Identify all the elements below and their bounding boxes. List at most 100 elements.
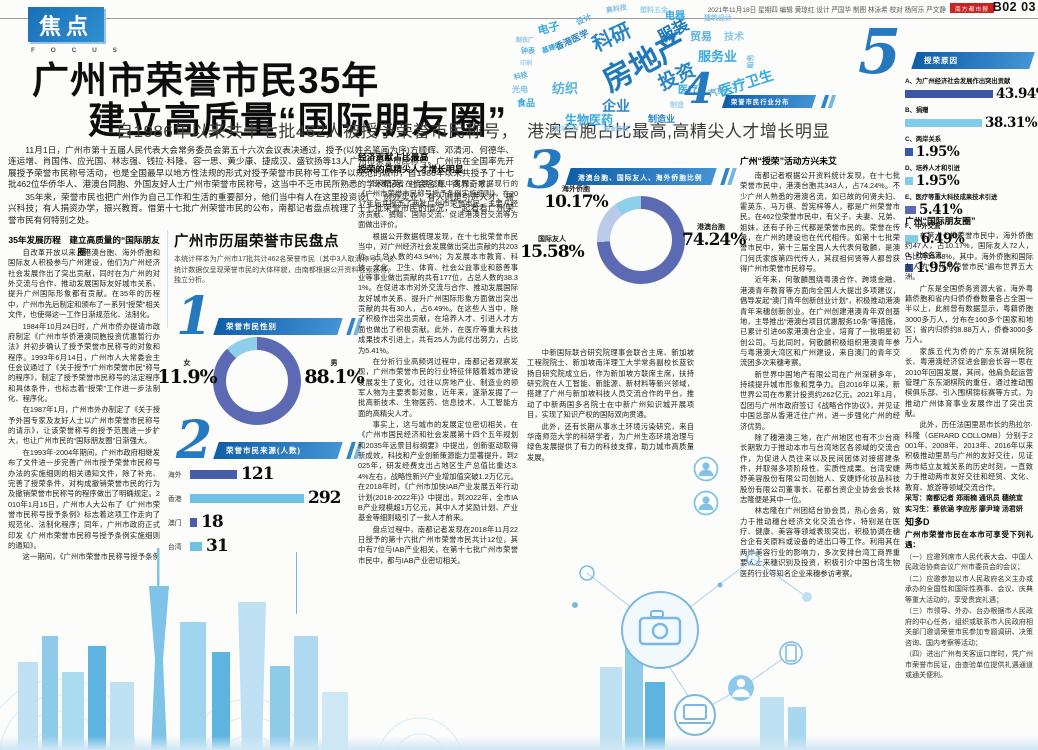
reason-label: B、捐赠 <box>905 107 929 114</box>
paragraph: 南都记者在梳理过程中发现，根据现行的《广州市荣誉市民称号授予条例实施细则》，在2… <box>358 178 518 230</box>
wordcloud-term: 电器 <box>665 11 685 22</box>
bar-label: 澳门 <box>168 520 182 527</box>
paragraph: 新世界中国地产有限公司在广州深耕多年，持续提升城市形象和竞争力。自2016年以来… <box>740 369 900 431</box>
wordcloud-term: 制造业 <box>648 114 676 124</box>
infographic-2-title: 荣誉市民来源(人数) <box>226 446 301 455</box>
reason-bar <box>905 264 913 272</box>
gender-stat-male: 男 88.1% <box>298 360 370 387</box>
node-circle <box>579 565 595 581</box>
reason-value: 1.95% <box>916 144 960 160</box>
wordcloud-term: 钟表 <box>521 48 535 55</box>
ratio-overseas-label: 海外侨胞 <box>562 186 590 193</box>
wordcloud-term: 服务业 <box>698 49 738 64</box>
bar-row: 香港 292 <box>168 486 378 510</box>
reason-value: 6.49% <box>921 231 965 247</box>
section-logo: 焦点 <box>28 7 104 42</box>
wordcloud-term: 制造 <box>670 102 684 109</box>
gender-donut-chart <box>213 337 301 425</box>
headline-line1: 广州市荣誉市民35年 <box>32 60 380 101</box>
reason-bar <box>905 148 913 156</box>
reason-bar <box>905 206 916 214</box>
skyline-illustration <box>0 548 462 750</box>
ratio-stat-overseas: 海外侨胞 10.17% <box>540 186 612 211</box>
infographic-1-banner: 荣誉市民性别 <box>213 318 343 335</box>
gender-stat-female: 女 11.9% <box>156 360 218 387</box>
zhiduo-title: 知多D <box>905 516 930 527</box>
wordcloud-term: 科研 <box>589 19 635 57</box>
reason-label: F、中外交流 <box>905 223 941 230</box>
paragraph: （三）市领导、外办、台办根据市人民政府的中心任务，组织或联系市人民政府相关部门邀… <box>905 607 1033 647</box>
paragraph: 林志隆在广州团结台协会员，热心会务，致力于推动穗台经济文化交流合作，特别是在医疗… <box>740 506 900 578</box>
reason-value: 43.94% <box>996 86 1038 102</box>
ratio-donut-chart <box>597 196 685 284</box>
person-icon <box>728 675 754 701</box>
camera-icon <box>621 591 699 669</box>
summary-panel: 广州市历届荣誉市民盘点 本统计样本为广州市17批共计462名荣誉市民（其中3人取… <box>167 230 394 328</box>
bar <box>190 493 304 503</box>
infographic-3-banner: 港澳台胞、国际友人、海外侨胞比例 <box>565 168 717 185</box>
zhiduo-heading: 广州市荣誉市民在本市可享受下列礼遇： <box>905 529 1033 550</box>
ratio-hmt-label: 港澳台胞 <box>697 224 725 231</box>
infographic-4-banner: 荣誉市民行业分布 <box>721 95 817 108</box>
gender-female-label: 女 <box>183 360 191 367</box>
bar <box>190 517 197 527</box>
page-number: B02 03 <box>992 0 1036 14</box>
ratio-overseas-value: 10.17% <box>544 192 608 213</box>
infographic-4-number: 4 <box>684 64 714 113</box>
city-buildings <box>18 548 348 750</box>
infographic-2-number: 2 <box>176 410 213 471</box>
wordcloud-term: 塑料五金 <box>640 7 668 14</box>
wordcloud-term: 高科技 <box>605 4 628 15</box>
bar-row: 台湾 31 <box>168 534 378 558</box>
bar-value: 121 <box>241 464 274 484</box>
node-dot <box>572 602 578 608</box>
wordcloud-term: 印刷 <box>520 61 533 67</box>
reason-item: C、两岸关系 1.95% <box>905 134 1035 160</box>
gender-female-value: 11.9% <box>157 366 217 389</box>
reason-label: E、医疗等重大科技成果技术引进 <box>905 194 998 201</box>
infographic-4-title: 荣誉市民行业分布 <box>731 99 790 106</box>
bar-label: 香港 <box>168 496 182 503</box>
bar-label: 台湾 <box>168 544 182 551</box>
col3-text: 经济贡献占比最高 授荣的高精尖人才增长明显 南都记者在梳理过程中发现，根据现行的《… <box>358 152 518 744</box>
reason-label: A、为广州经济社会发展作出突出贡献 <box>905 78 1011 85</box>
origin-bar-chart: 海外 121 香港 292 澳门 18 台湾 31 <box>168 462 378 558</box>
person-icon <box>693 456 719 482</box>
bottom-band <box>0 736 1038 750</box>
intro-paragraphs: 11月1日，广州市第十五届人民代表大会常务委员会第五十六次会议表决通过，授予(以… <box>8 145 514 231</box>
paragraph: 35年来，荣誉市民也把广州作为自己工作和生活的重要部分，他们当中有人在这里投资设… <box>8 191 514 225</box>
wordcloud-term: 电子 <box>536 20 562 38</box>
paragraph: 盘点过程中，南都记者发现在2018年11月22日授予的第十六批广州市荣誉市民共计… <box>358 524 518 565</box>
col1-subhead: 35年发展历程 建立高质量的“国际朋友圈” <box>8 235 160 257</box>
reason-item: E、医疗等重大科技成果技术引进 5.41% <box>905 192 1035 218</box>
wordcloud-term: 海洋工程 <box>554 127 579 133</box>
wordcloud-term: 纺织 <box>552 81 579 96</box>
bar-label: 海外 <box>168 472 182 479</box>
infographic-1-number: 1 <box>176 286 213 347</box>
reason-bar <box>905 119 982 127</box>
paragraph: （二）应邀参加以市人民政府名义主办或承办的全国性和国际性赛事、会议、庆典等重大活… <box>905 574 1033 604</box>
bar-value: 292 <box>308 488 341 508</box>
section-logo-text: 焦点 <box>38 13 93 39</box>
wordcloud-term: 船务 <box>747 54 755 69</box>
wordcloud-term: 制衣厂 <box>516 38 535 44</box>
paragraph: 中新国际联合研究院理事会联合主席、新加坡工程院院士、新加坡南洋理工大学常务副校长… <box>527 348 694 420</box>
ratio-stat-foreign: 国际友人 15.58% <box>516 236 588 261</box>
infographic-5-title: 授荣原因 <box>924 56 958 65</box>
col6-paragraphs: 在第十七批荣誉市民中，海外侨胞约47人，占10.17%，国际友人72人，占比为1… <box>905 231 1033 493</box>
wordcloud-term: 生物医药 <box>565 113 614 127</box>
reason-value: 1.95% <box>916 260 960 276</box>
paragraph: 在第十七批荣誉市民中，海外侨胞约47人，占10.17%，国际友人72人，占比为1… <box>905 230 1033 282</box>
bar-row: 澳门 18 <box>168 510 378 534</box>
paragraph: 1984年10月24日时，广州市侨办提请市政府制定《广州市华侨港澳同胞投资优惠暂… <box>8 321 160 404</box>
reason-value: 38.31% <box>985 115 1038 131</box>
reason-label: G、社会名流 <box>905 252 942 259</box>
gender-male-value: 88.1% <box>304 366 364 389</box>
paragraph: 在分析行业高频词过程中，南都记者观察发现，广州市荣誉市民的行业特征伴随着城市建设… <box>358 356 518 418</box>
byline-writers: 采写：南都记者 郑雨楠 通讯员 穗统宣 <box>905 494 1023 502</box>
wordcloud-term: 医疗 <box>678 85 698 96</box>
paragraph: （四）进出广州有关客运口岸时，凭广州市荣誉市民证，由查验单位提供礼遇通道或通关便… <box>905 650 1033 680</box>
